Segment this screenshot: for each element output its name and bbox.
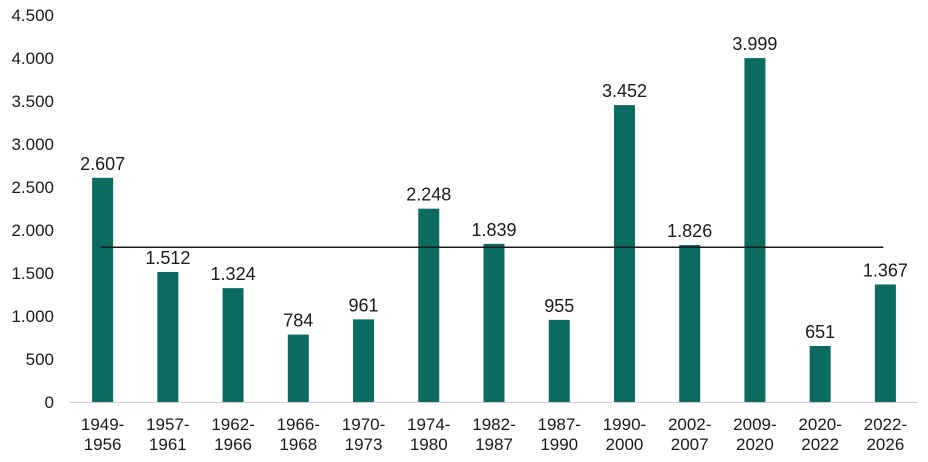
y-axis: 0 500 1.000 1.500 2.000 2.500 3.000 3.500 4.000 4… [11,6,54,412]
bar [809,346,831,402]
y-tick-label: 1.000 [11,307,54,326]
data-label: 1.324 [211,264,256,284]
x-tick-label: 1962-1966 [211,415,254,454]
bar [679,244,701,402]
bar [157,271,179,402]
data-label: 2.248 [406,185,451,205]
y-tick-label: 0 [45,393,54,412]
x-tick-label: 1987-1990 [537,415,580,454]
bar [287,334,309,402]
bar [744,58,766,402]
y-tick-label: 1.500 [11,264,54,283]
x-tick-label: 2022-2026 [864,415,907,454]
data-label: 1.367 [863,260,908,280]
data-label: 3.999 [732,34,777,54]
y-tick-label: 4.500 [11,6,54,25]
bar [222,288,244,402]
data-label: 3.452 [602,81,647,101]
bar [548,319,570,402]
bar [353,319,375,402]
bars [92,58,896,403]
data-label: 784 [283,311,313,331]
data-label: 955 [544,296,574,316]
data-label: 2.607 [80,154,125,174]
x-tick-label: 1982-1987 [472,415,515,454]
x-tick-label: 1990-2000 [603,415,646,454]
bar [418,208,440,402]
data-label: 1.839 [471,220,516,240]
y-tick-label: 3.000 [11,135,54,154]
y-tick-label: 3.500 [11,92,54,111]
x-tick-label: 1974-1980 [407,415,450,454]
data-label: 1.512 [145,248,190,268]
x-tick-label: 2020-2022 [798,415,841,454]
x-axis: 1949-1956 1957-1961 1962-1966 1966-1968 1970… [70,402,918,454]
y-tick-label: 2.500 [11,178,54,197]
data-label: 961 [349,295,379,315]
x-tick-label: 1949-1956 [81,415,124,454]
data-label: 651 [805,322,835,342]
x-tick-label: 2009-2020 [733,415,776,454]
x-tick-label: 2002-2007 [668,415,711,454]
data-label: 1.826 [667,221,712,241]
bar [483,243,505,402]
bar [874,284,896,402]
y-tick-label: 2.000 [11,221,54,240]
bar [92,177,114,402]
y-tick-label: 500 [26,350,54,369]
y-tick-label: 4.000 [11,49,54,68]
bar [613,105,635,403]
data-labels: 2.607 1.512 1.324 784 961 2.248 1.839 955 3.452 1… [80,34,908,342]
x-tick-label: 1966-1968 [277,415,320,454]
x-tick-label: 1957-1961 [146,415,189,454]
x-tick-label: 1970-1973 [342,415,385,454]
